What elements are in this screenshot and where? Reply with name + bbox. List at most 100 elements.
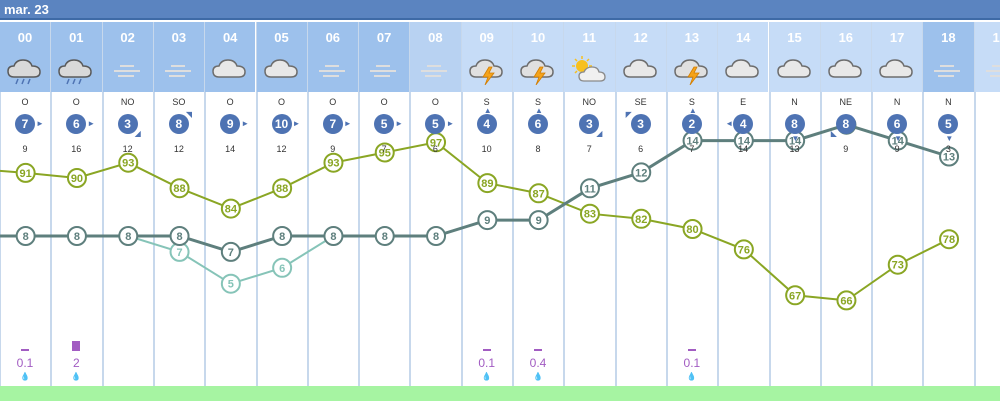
hour-header-cell bbox=[923, 22, 974, 92]
wind-gust: 16 bbox=[71, 144, 82, 154]
wind-direction: N bbox=[945, 97, 952, 107]
right-arrow-icon: ► bbox=[292, 119, 301, 128]
left-arrow-icon: ◄ bbox=[725, 119, 734, 128]
wind-speed-badge: 4 bbox=[476, 114, 497, 134]
wind-speed-badge: 4 bbox=[733, 114, 754, 134]
wind-gust: 6 bbox=[432, 144, 438, 154]
wind-direction: O bbox=[226, 97, 234, 107]
wind-speed-badge: 6 bbox=[528, 114, 548, 134]
temperature-value: 8 bbox=[176, 231, 182, 243]
humidity-value: 93 bbox=[122, 158, 134, 170]
right-arrow-icon: ► bbox=[87, 119, 96, 128]
hour-label: 18 bbox=[941, 30, 956, 45]
humidity-value: 95 bbox=[379, 148, 391, 160]
humidity-marker bbox=[836, 290, 857, 311]
feels-like-value: 5 bbox=[228, 279, 234, 291]
hour-label: 02 bbox=[120, 30, 135, 45]
humidity-marker bbox=[682, 219, 703, 239]
cloud-rain-icon bbox=[51, 54, 101, 86]
humidity-marker bbox=[118, 152, 139, 173]
temperature-value: 13 bbox=[943, 152, 955, 164]
temperature-value: 14 bbox=[738, 136, 751, 148]
fog-icon bbox=[975, 54, 1000, 86]
wind-gust: 10 bbox=[481, 144, 492, 154]
wind-direction: NO bbox=[120, 97, 135, 107]
precipitation-amount: 0.1 bbox=[683, 356, 701, 370]
wind-direction: O bbox=[380, 97, 388, 107]
temperature-value: 9 bbox=[536, 215, 542, 227]
right-arrow-icon: ► bbox=[343, 119, 352, 128]
wind-direction: N bbox=[893, 97, 901, 107]
temperature-marker bbox=[272, 226, 293, 246]
fog-icon bbox=[154, 54, 204, 86]
up-right-arrow-icon: ◥ bbox=[185, 110, 193, 119]
hour-header-cell bbox=[0, 22, 51, 92]
temperature-value: 12 bbox=[635, 167, 647, 179]
down-arrow-icon: ▼ bbox=[945, 134, 954, 143]
temperature-value: 8 bbox=[330, 231, 336, 243]
humidity-value: 87 bbox=[533, 188, 545, 200]
wind-direction: NO bbox=[582, 97, 597, 107]
wind-gust: 9 bbox=[22, 144, 28, 154]
storm-icon bbox=[513, 54, 563, 86]
wind-gust: 9 bbox=[894, 144, 900, 154]
wind-speed-badge: 5 bbox=[938, 114, 959, 134]
right-arrow-icon: ► bbox=[241, 119, 250, 128]
temperature-marker bbox=[66, 226, 87, 246]
wind-gust: 12 bbox=[173, 144, 184, 154]
hour-header-cell bbox=[615, 22, 666, 92]
wind-gust: 3 bbox=[945, 144, 951, 154]
humidity-marker bbox=[323, 152, 344, 173]
day-label: mar. 23 bbox=[4, 2, 49, 17]
humidity-marker bbox=[579, 203, 600, 224]
temperature-value: 14 bbox=[686, 136, 699, 148]
precip-bar bbox=[687, 349, 696, 351]
wind-direction: N bbox=[791, 97, 798, 107]
rain-drops-icon: 💧 bbox=[71, 372, 82, 381]
hour-label: 16 bbox=[838, 30, 854, 45]
hour-header-cell bbox=[974, 22, 1000, 92]
humidity-marker bbox=[477, 173, 498, 194]
humidity-marker bbox=[939, 229, 960, 250]
hour-header-cell bbox=[102, 22, 153, 92]
humidity-value: 84 bbox=[225, 204, 238, 216]
wind-direction: S bbox=[534, 97, 541, 107]
temperature-value: 8 bbox=[74, 231, 80, 243]
precipitation-amount: 0.4 bbox=[529, 356, 547, 370]
temperature-value: 9 bbox=[484, 215, 490, 227]
humidity-value: 83 bbox=[584, 209, 596, 221]
hour-label: 05 bbox=[274, 30, 289, 45]
humidity-value: 82 bbox=[635, 214, 647, 226]
temperature-value: 14 bbox=[892, 136, 905, 148]
temperature-value: 8 bbox=[382, 231, 388, 243]
hour-label: 15 bbox=[787, 30, 802, 45]
bottom-strip bbox=[0, 386, 1000, 401]
precip-bar bbox=[72, 341, 81, 351]
wind-speed-badge: 6 bbox=[66, 114, 87, 134]
cloud-icon bbox=[718, 54, 768, 86]
cloud-icon bbox=[770, 54, 820, 86]
precipitation-amount: 0.1 bbox=[16, 356, 34, 370]
wind-gust: 12 bbox=[122, 144, 133, 154]
temperature-value: 11 bbox=[584, 183, 596, 195]
humidity-marker bbox=[374, 142, 395, 163]
humidity-marker bbox=[631, 208, 652, 229]
fog-icon bbox=[923, 54, 973, 86]
temperature-marker bbox=[15, 226, 36, 246]
fog-icon bbox=[103, 54, 153, 86]
hour-header-cell bbox=[359, 22, 410, 92]
hour-label: 19 bbox=[992, 30, 1000, 45]
humidity-marker bbox=[272, 178, 293, 199]
right-arrow-icon: ► bbox=[36, 119, 44, 128]
hour-label: 01 bbox=[69, 30, 84, 45]
humidity-marker bbox=[220, 198, 241, 219]
hour-label: 06 bbox=[325, 30, 341, 45]
wind-gust: 14 bbox=[738, 144, 749, 154]
wind-speed-badge: 8 bbox=[835, 114, 856, 134]
hour-header-cell bbox=[820, 22, 872, 92]
wind-speed-badge: 3 bbox=[117, 114, 138, 134]
storm-icon bbox=[667, 54, 717, 86]
hour-label: 04 bbox=[222, 30, 238, 45]
humidity-value: 88 bbox=[276, 183, 288, 195]
precip-bar bbox=[534, 349, 542, 351]
